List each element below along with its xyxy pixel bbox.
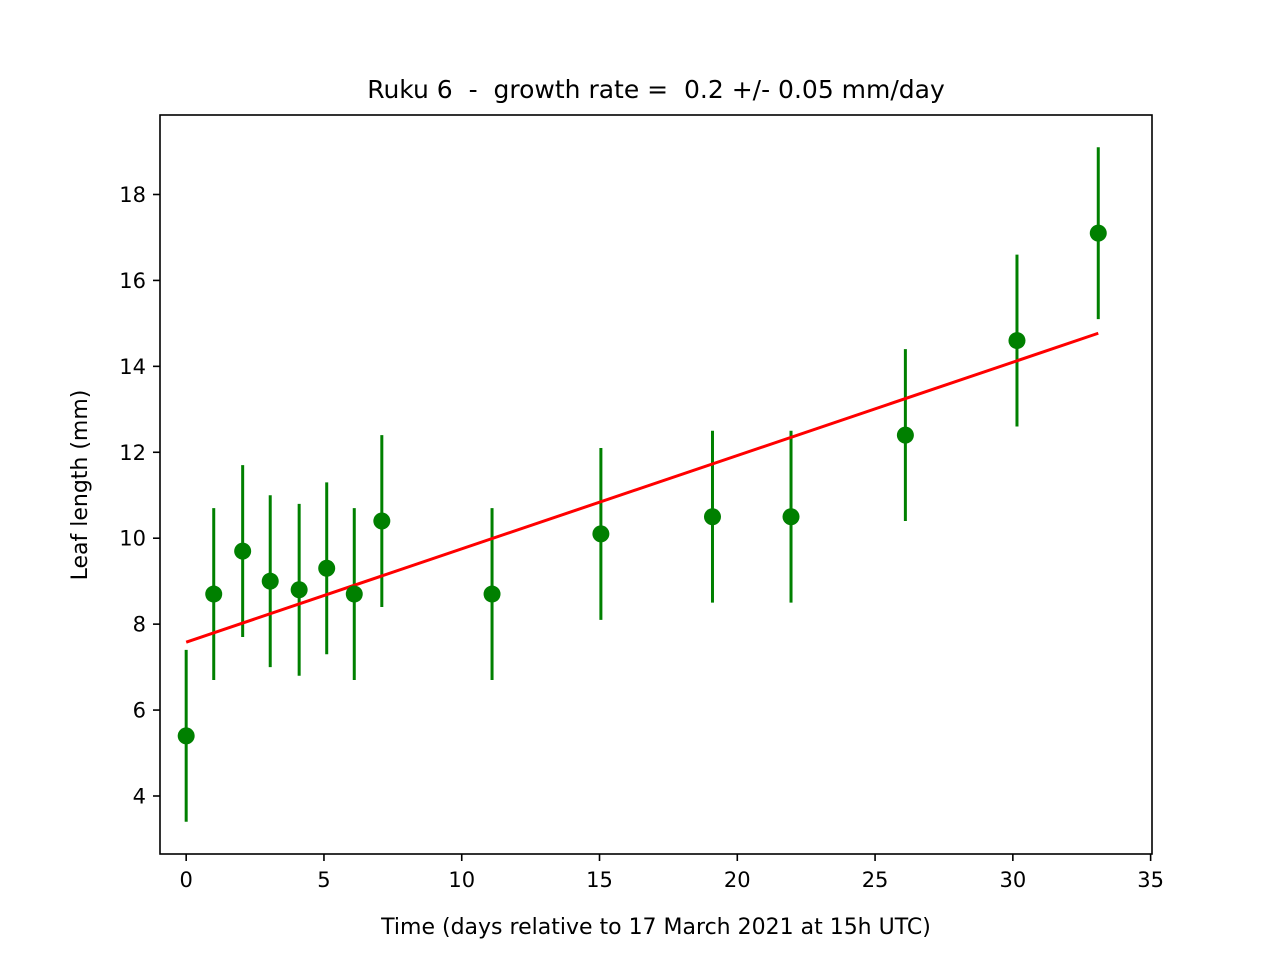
data-point (205, 585, 223, 603)
data-point (318, 559, 336, 577)
data-point (290, 581, 308, 599)
data-point (592, 525, 610, 543)
y-tick-label: 10 (119, 527, 146, 551)
data-point (703, 508, 721, 526)
x-tick-label: 15 (586, 868, 613, 892)
data-point (345, 585, 363, 603)
data-point (483, 585, 501, 603)
data-point (1089, 224, 1107, 242)
y-tick-label: 18 (119, 183, 146, 207)
x-tick-label: 35 (1137, 868, 1164, 892)
x-axis-label: Time (days relative to 17 March 2021 at … (380, 915, 931, 940)
data-point (177, 727, 195, 745)
data-point (1008, 332, 1026, 350)
y-axis-label: Leaf length (mm) (68, 390, 93, 581)
data-point (896, 426, 914, 444)
x-tick-label: 25 (862, 868, 889, 892)
plot-frame (159, 114, 1153, 855)
y-tick-label: 4 (133, 784, 146, 808)
x-tick-label: 20 (724, 868, 751, 892)
y-tick-label: 16 (119, 269, 146, 293)
y-tick-label: 12 (119, 441, 146, 465)
chart-title: Ruku 6 - growth rate = 0.2 +/- 0.05 mm/d… (367, 75, 945, 104)
data-point (373, 512, 391, 530)
x-tick-label: 10 (448, 868, 475, 892)
fit-line (185, 331, 1099, 644)
x-tick-label: 30 (999, 868, 1026, 892)
data-point (234, 542, 252, 560)
y-tick-label: 14 (119, 355, 146, 379)
plot-area (177, 147, 1107, 822)
data-point (261, 572, 279, 590)
y-tick-label: 6 (133, 699, 146, 723)
y-tick-label: 8 (133, 613, 146, 637)
x-tick-label: 0 (179, 868, 192, 892)
axes: 0 5 10 15 20 25 30 35 4 6 8 10 12 14 16 18 (119, 114, 1164, 892)
x-tick-label: 5 (317, 868, 330, 892)
data-point (782, 508, 800, 526)
